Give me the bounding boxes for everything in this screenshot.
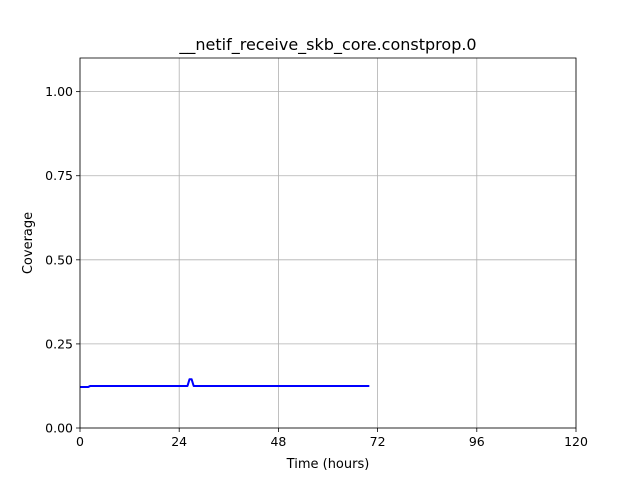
- coverage-series-line: [80, 378, 370, 388]
- x-tick-label: 24: [171, 434, 187, 449]
- plot-frame: [79, 57, 577, 429]
- y-tick-label: 1.00: [45, 84, 73, 99]
- x-tick-label: 0: [76, 434, 84, 449]
- y-tick-label: 0.50: [45, 252, 73, 267]
- x-tick-label: 96: [469, 434, 485, 449]
- y-axis-label: Coverage: [21, 212, 36, 274]
- chart-title: __netif_receive_skb_core.constprop.0: [178, 35, 476, 55]
- y-tick-label: 0.00: [45, 421, 73, 436]
- axis-ticks: 0 24 48 72 96 120 0.00 0.25 0.50 0.75 1.00: [45, 84, 588, 449]
- grid: [79, 58, 577, 429]
- x-axis-label: Time (hours): [286, 457, 370, 472]
- x-tick-label: 48: [270, 434, 286, 449]
- y-tick-label: 0.75: [45, 168, 73, 183]
- x-tick-label: 72: [370, 434, 386, 449]
- x-tick-label: 120: [564, 434, 588, 449]
- y-tick-label: 0.25: [45, 336, 73, 351]
- series-layer: [80, 378, 370, 388]
